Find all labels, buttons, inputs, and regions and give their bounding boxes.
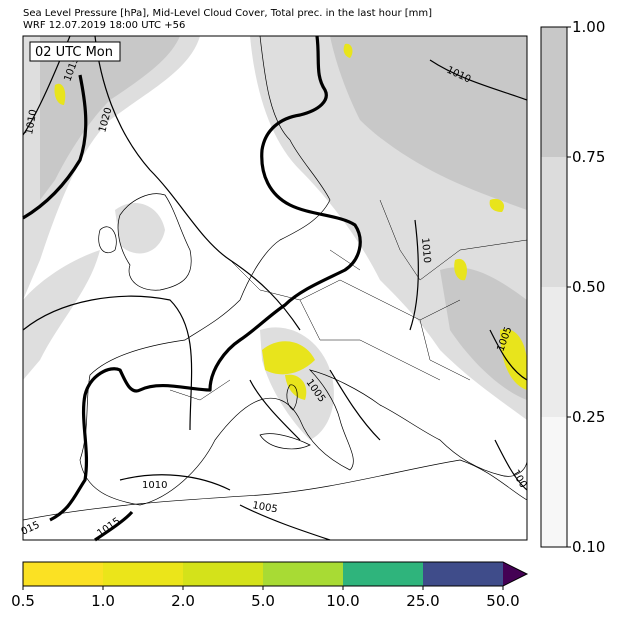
precip-colorbar-tick-label: 1.0 (91, 592, 115, 610)
thick-isobar (94, 510, 134, 542)
map-title: Sea Level Pressure [hPa], Mid-Level Clou… (23, 8, 432, 19)
colorbars: 0.10 0.25 0.50 0.75 1.00 0.5 1.0 2.0 5.0 10.0 25.0… (11, 18, 605, 610)
precip-colorbar-segment (263, 562, 343, 586)
cloud-colorbar-segment (541, 27, 567, 157)
precip-colorbar-extension (503, 562, 527, 586)
cloud-colorbar-segment (541, 287, 567, 417)
coastline (98, 226, 117, 254)
coastline (22, 459, 528, 521)
cloud-colorbar-tick-label: 0.50 (572, 278, 605, 296)
isobar (94, 35, 301, 331)
precip-colorbar-tick-label: 5.0 (251, 592, 275, 610)
coastline (259, 433, 311, 450)
map-frame (22, 35, 528, 541)
isobar-label: 1005 (251, 500, 278, 515)
cloud-colorbar-tick-label: 0.10 (572, 538, 605, 556)
coastline (117, 193, 192, 291)
cloud-colorbar-tick-label: 1.00 (572, 18, 605, 36)
isobar-label: 1010 (24, 109, 39, 136)
precip-colorbar-tick-label: 10.0 (326, 592, 359, 610)
precip-area (489, 198, 505, 212)
cloud-area (40, 36, 180, 200)
isobar-label: 1010 (142, 480, 167, 491)
precip-colorbar-tick-label: 25.0 (406, 592, 439, 610)
isobar (249, 379, 301, 441)
isobar (429, 59, 528, 491)
cloud-area (23, 250, 100, 380)
precip-colorbar-segment (103, 562, 183, 586)
border (169, 199, 528, 401)
time-box (29, 41, 121, 62)
map: 1015 1010 1020 1010 1010 1005 1005 1010 … (20, 35, 528, 542)
precip-area (343, 43, 353, 58)
precip-colorbar-tick-label: 0.5 (11, 592, 35, 610)
cloud-area (440, 267, 527, 400)
cloud-area (330, 36, 527, 210)
precip-colorbar-frame (22, 561, 529, 587)
precip-area (54, 83, 66, 105)
thick-isobar (22, 35, 362, 522)
cloud-colorbar-segment (541, 417, 567, 547)
time-label: 02 UTC Mon (35, 45, 113, 60)
isobar (119, 474, 331, 541)
cloud-area (115, 202, 165, 254)
precip-colorbar-tick-label: 2.0 (171, 592, 195, 610)
cloud-colorbar-tick-label: 0.75 (572, 148, 605, 166)
precip-colorbar-tick-label: 50.0 (486, 592, 519, 610)
coastline (79, 35, 528, 506)
isobar (329, 219, 419, 441)
cloud-colorbar-segment (541, 157, 567, 287)
precip-area (454, 258, 467, 281)
isobar (22, 295, 193, 431)
map-subtitle: WRF 12.07.2019 18:00 UTC +56 (23, 20, 185, 31)
isobar-label: 1010 (419, 237, 432, 263)
precip-colorbar-segment (343, 562, 423, 586)
precip-area (262, 341, 315, 375)
precip-colorbar-segment (23, 562, 103, 586)
coastline (286, 384, 298, 411)
precip-colorbar-segment (183, 562, 263, 586)
precip-colorbar-segment (423, 562, 503, 586)
cloud-colorbar-tick-label: 0.25 (572, 408, 605, 426)
